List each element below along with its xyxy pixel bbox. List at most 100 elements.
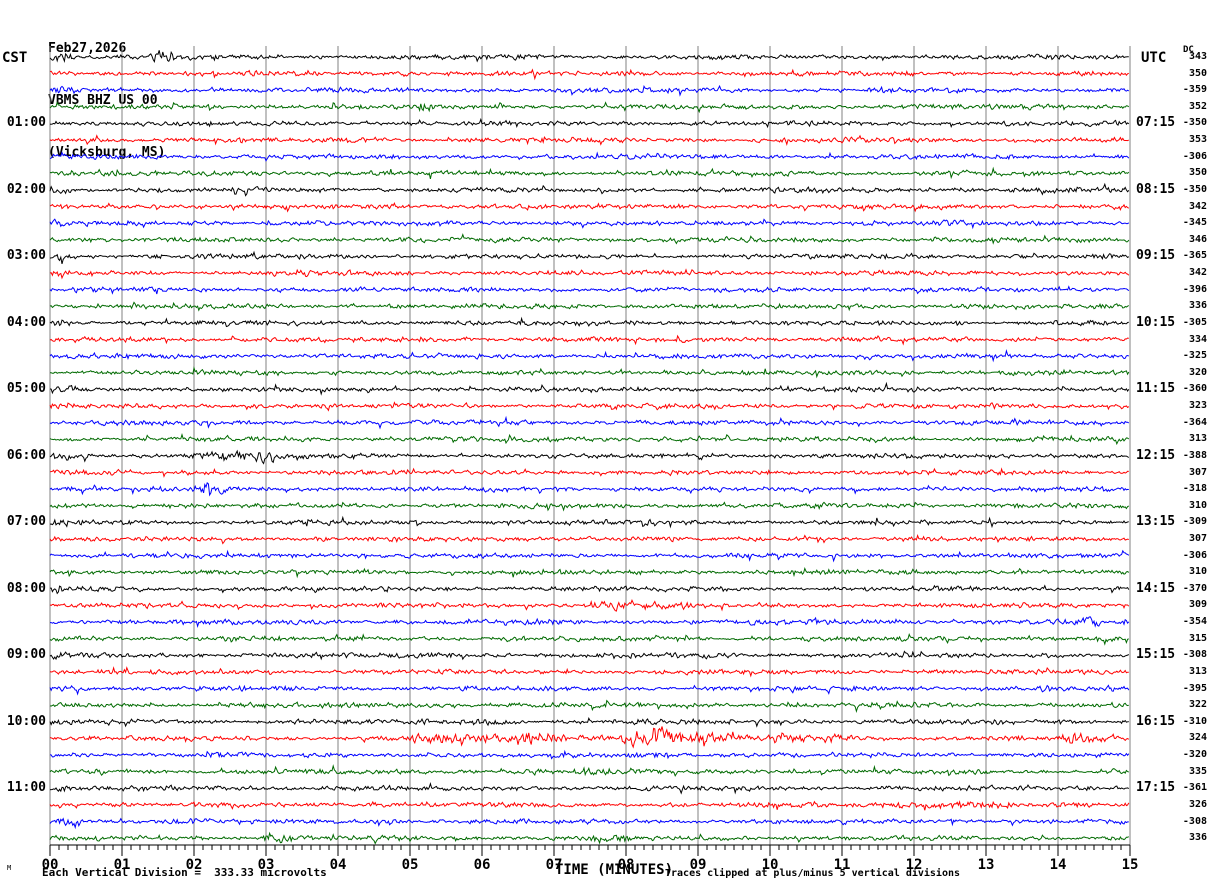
dc-offset-value: -345 xyxy=(1182,217,1207,229)
corner-mark: M xyxy=(7,864,12,872)
trace-row18-blue xyxy=(49,348,1129,363)
trace-row0-black xyxy=(49,50,1129,63)
date-title: Feb27,2026 xyxy=(48,41,127,56)
trace-04:00-black xyxy=(49,316,1129,328)
dc-offset-value: -364 xyxy=(1182,416,1207,428)
dc-offset-value: 310 xyxy=(1188,499,1207,511)
trace-row17-red xyxy=(49,334,1129,346)
trace-row23-green xyxy=(49,432,1130,446)
x-tick-label: 15 xyxy=(1121,857,1139,873)
dc-offset-value: -350 xyxy=(1182,117,1207,129)
x-tick-label: 01 xyxy=(113,857,131,873)
trace-row21-red xyxy=(49,401,1130,412)
dc-offset-value: 309 xyxy=(1188,599,1207,611)
trace-row7-green xyxy=(49,166,1130,180)
cst-hour-label: 01:00 xyxy=(6,115,46,131)
dc-offset-value: -396 xyxy=(1182,283,1207,295)
dc-offset-value: -306 xyxy=(1182,150,1207,162)
dc-offset-value: 353 xyxy=(1188,134,1207,146)
utc-hour-label: 12:15 xyxy=(1136,447,1176,463)
dc-offset-value: -306 xyxy=(1182,549,1207,561)
x-tick-label: 03 xyxy=(257,857,275,873)
dc-offset-value: 310 xyxy=(1188,566,1207,578)
dc-offset-value: 315 xyxy=(1188,632,1207,644)
dc-offset-value: 350 xyxy=(1188,67,1207,79)
utc-hour-label: 09:15 xyxy=(1136,248,1176,264)
cst-hour-label: 06:00 xyxy=(6,447,46,463)
dc-offset-value: -320 xyxy=(1182,749,1207,761)
cst-hour-label: 07:00 xyxy=(6,514,46,530)
trace-row33-red xyxy=(49,599,1130,612)
cst-hour-label: 11:00 xyxy=(6,780,46,796)
x-tick-label: 12 xyxy=(905,857,923,873)
trace-row39-green xyxy=(49,699,1129,713)
dc-offset-value: 342 xyxy=(1188,267,1207,279)
trace-09:00-black xyxy=(49,650,1130,661)
cst-hour-label: 10:00 xyxy=(6,713,46,729)
dc-offset-value: -310 xyxy=(1182,715,1207,727)
dc-offset-value: 350 xyxy=(1188,167,1207,179)
trace-11:00-black xyxy=(49,781,1130,795)
dc-offset-value: -388 xyxy=(1182,449,1207,461)
dc-offset-value: 323 xyxy=(1188,400,1207,412)
trace-row13-red xyxy=(49,268,1130,280)
dc-offset-value: 342 xyxy=(1188,200,1207,212)
dc-offset-value: -360 xyxy=(1182,383,1207,395)
trace-row43-green xyxy=(49,764,1129,777)
trace-10:00-black xyxy=(49,717,1129,728)
trace-row3-green xyxy=(49,101,1130,114)
utc-hour-label: 14:15 xyxy=(1136,580,1176,596)
trace-row1-red xyxy=(49,68,1129,81)
x-tick-label: 05 xyxy=(401,857,419,873)
dc-offset-value: 343 xyxy=(1188,51,1207,62)
dc-offset-value: 335 xyxy=(1188,765,1207,777)
trace-row10-blue xyxy=(49,218,1130,230)
trace-06:00-black xyxy=(49,449,1130,465)
dc-offset-value: 322 xyxy=(1188,699,1207,711)
trace-01:00-black xyxy=(49,117,1130,129)
trace-08:00-black xyxy=(50,584,1130,595)
trace-row35-green xyxy=(49,632,1129,646)
cst-hour-label: 09:00 xyxy=(6,647,46,663)
dc-offset-value: -325 xyxy=(1182,350,1207,362)
trace-row37-red xyxy=(49,666,1129,678)
x-tick-label: 11 xyxy=(833,857,851,873)
trace-row14-blue xyxy=(49,285,1130,295)
trace-row38-blue xyxy=(49,684,1130,696)
utc-hour-label: 07:15 xyxy=(1136,115,1176,131)
utc-hour-label: 10:15 xyxy=(1136,314,1176,330)
dc-offset-value: -308 xyxy=(1182,815,1207,827)
dc-offset-value: 313 xyxy=(1188,433,1207,445)
trace-row34-blue xyxy=(50,616,1130,629)
x-tick-label: 14 xyxy=(1049,857,1067,873)
dc-offset-value: 324 xyxy=(1188,732,1207,744)
x-tick-label: 04 xyxy=(329,857,347,873)
x-tick-label: 09 xyxy=(689,857,707,873)
utc-hour-label: 13:15 xyxy=(1136,514,1176,530)
x-tick-label: 00 xyxy=(41,857,59,873)
dc-offset-value: -305 xyxy=(1182,316,1207,328)
right-timezone-label: UTC xyxy=(1141,50,1167,66)
cst-hour-label: 08:00 xyxy=(6,580,46,596)
trace-row30-blue xyxy=(49,549,1130,563)
trace-07:00-black xyxy=(49,515,1129,529)
cst-hour-label: 03:00 xyxy=(6,248,46,264)
dc-offset-value: -365 xyxy=(1182,250,1207,262)
dc-offset-value: 307 xyxy=(1188,532,1207,544)
trace-row15-green xyxy=(49,301,1130,312)
trace-row22-blue xyxy=(49,415,1130,430)
trace-row47-green xyxy=(49,831,1129,845)
x-axis-title: TIME (MINUTES) xyxy=(555,862,674,878)
trace-row45-red xyxy=(49,800,1130,811)
cst-hour-label: 05:00 xyxy=(6,381,46,397)
x-tick-label: 06 xyxy=(473,857,491,873)
trace-row46-blue xyxy=(49,817,1129,830)
trace-row2-blue xyxy=(49,84,1130,97)
trace-row11-green xyxy=(49,233,1130,245)
dc-offset-value: -350 xyxy=(1182,183,1207,195)
footer-clip-note: Traces clipped at plus/minus 5 vertical … xyxy=(665,868,961,879)
x-tick-label: 13 xyxy=(977,857,995,873)
footer-scale-note: Each Vertical Division = 333.33 microvol… xyxy=(42,866,327,879)
